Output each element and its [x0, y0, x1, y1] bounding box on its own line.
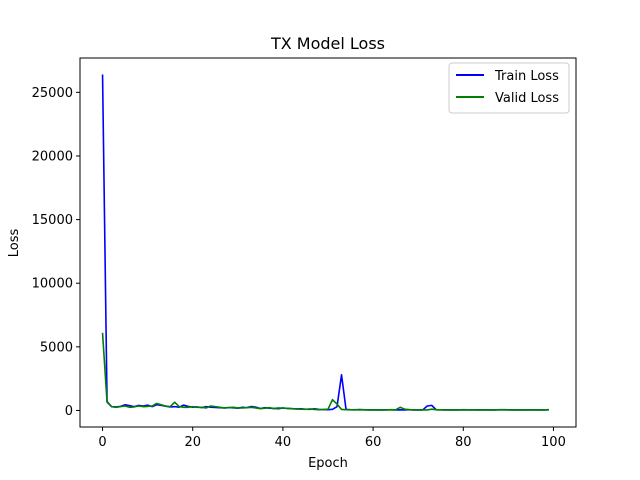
x-tick-label: 40 — [275, 435, 292, 450]
y-tick-label: 0 — [65, 404, 73, 419]
y-tick-label: 5000 — [40, 340, 73, 355]
x-tick-label: 0 — [98, 435, 106, 450]
y-axis: 0 5000 10000 15000 20000 25000 — [32, 86, 80, 419]
x-axis-label: Epoch — [308, 456, 348, 471]
x-axis: 0 20 40 60 80 100 — [98, 427, 566, 450]
x-tick-label: 20 — [184, 435, 201, 450]
y-tick-label: 15000 — [32, 213, 73, 228]
y-tick-label: 20000 — [32, 149, 73, 164]
series-line-valid-loss — [101, 332, 549, 411]
plot-lines — [101, 74, 549, 411]
series-line-train-loss — [101, 74, 549, 411]
legend-label-train-loss: Train Loss — [494, 69, 559, 84]
chart-title: TX Model Loss — [270, 34, 385, 53]
x-tick-label: 100 — [541, 435, 566, 450]
legend: Train Loss Valid Loss — [448, 62, 570, 114]
plot-frame — [79, 57, 577, 428]
x-tick-label: 60 — [365, 435, 382, 450]
y-tick-label: 25000 — [32, 86, 73, 101]
legend-label-valid-loss: Valid Loss — [495, 91, 559, 106]
y-tick-label: 10000 — [32, 277, 73, 292]
x-tick-label: 80 — [455, 435, 472, 450]
y-axis-label: Loss — [7, 229, 22, 258]
